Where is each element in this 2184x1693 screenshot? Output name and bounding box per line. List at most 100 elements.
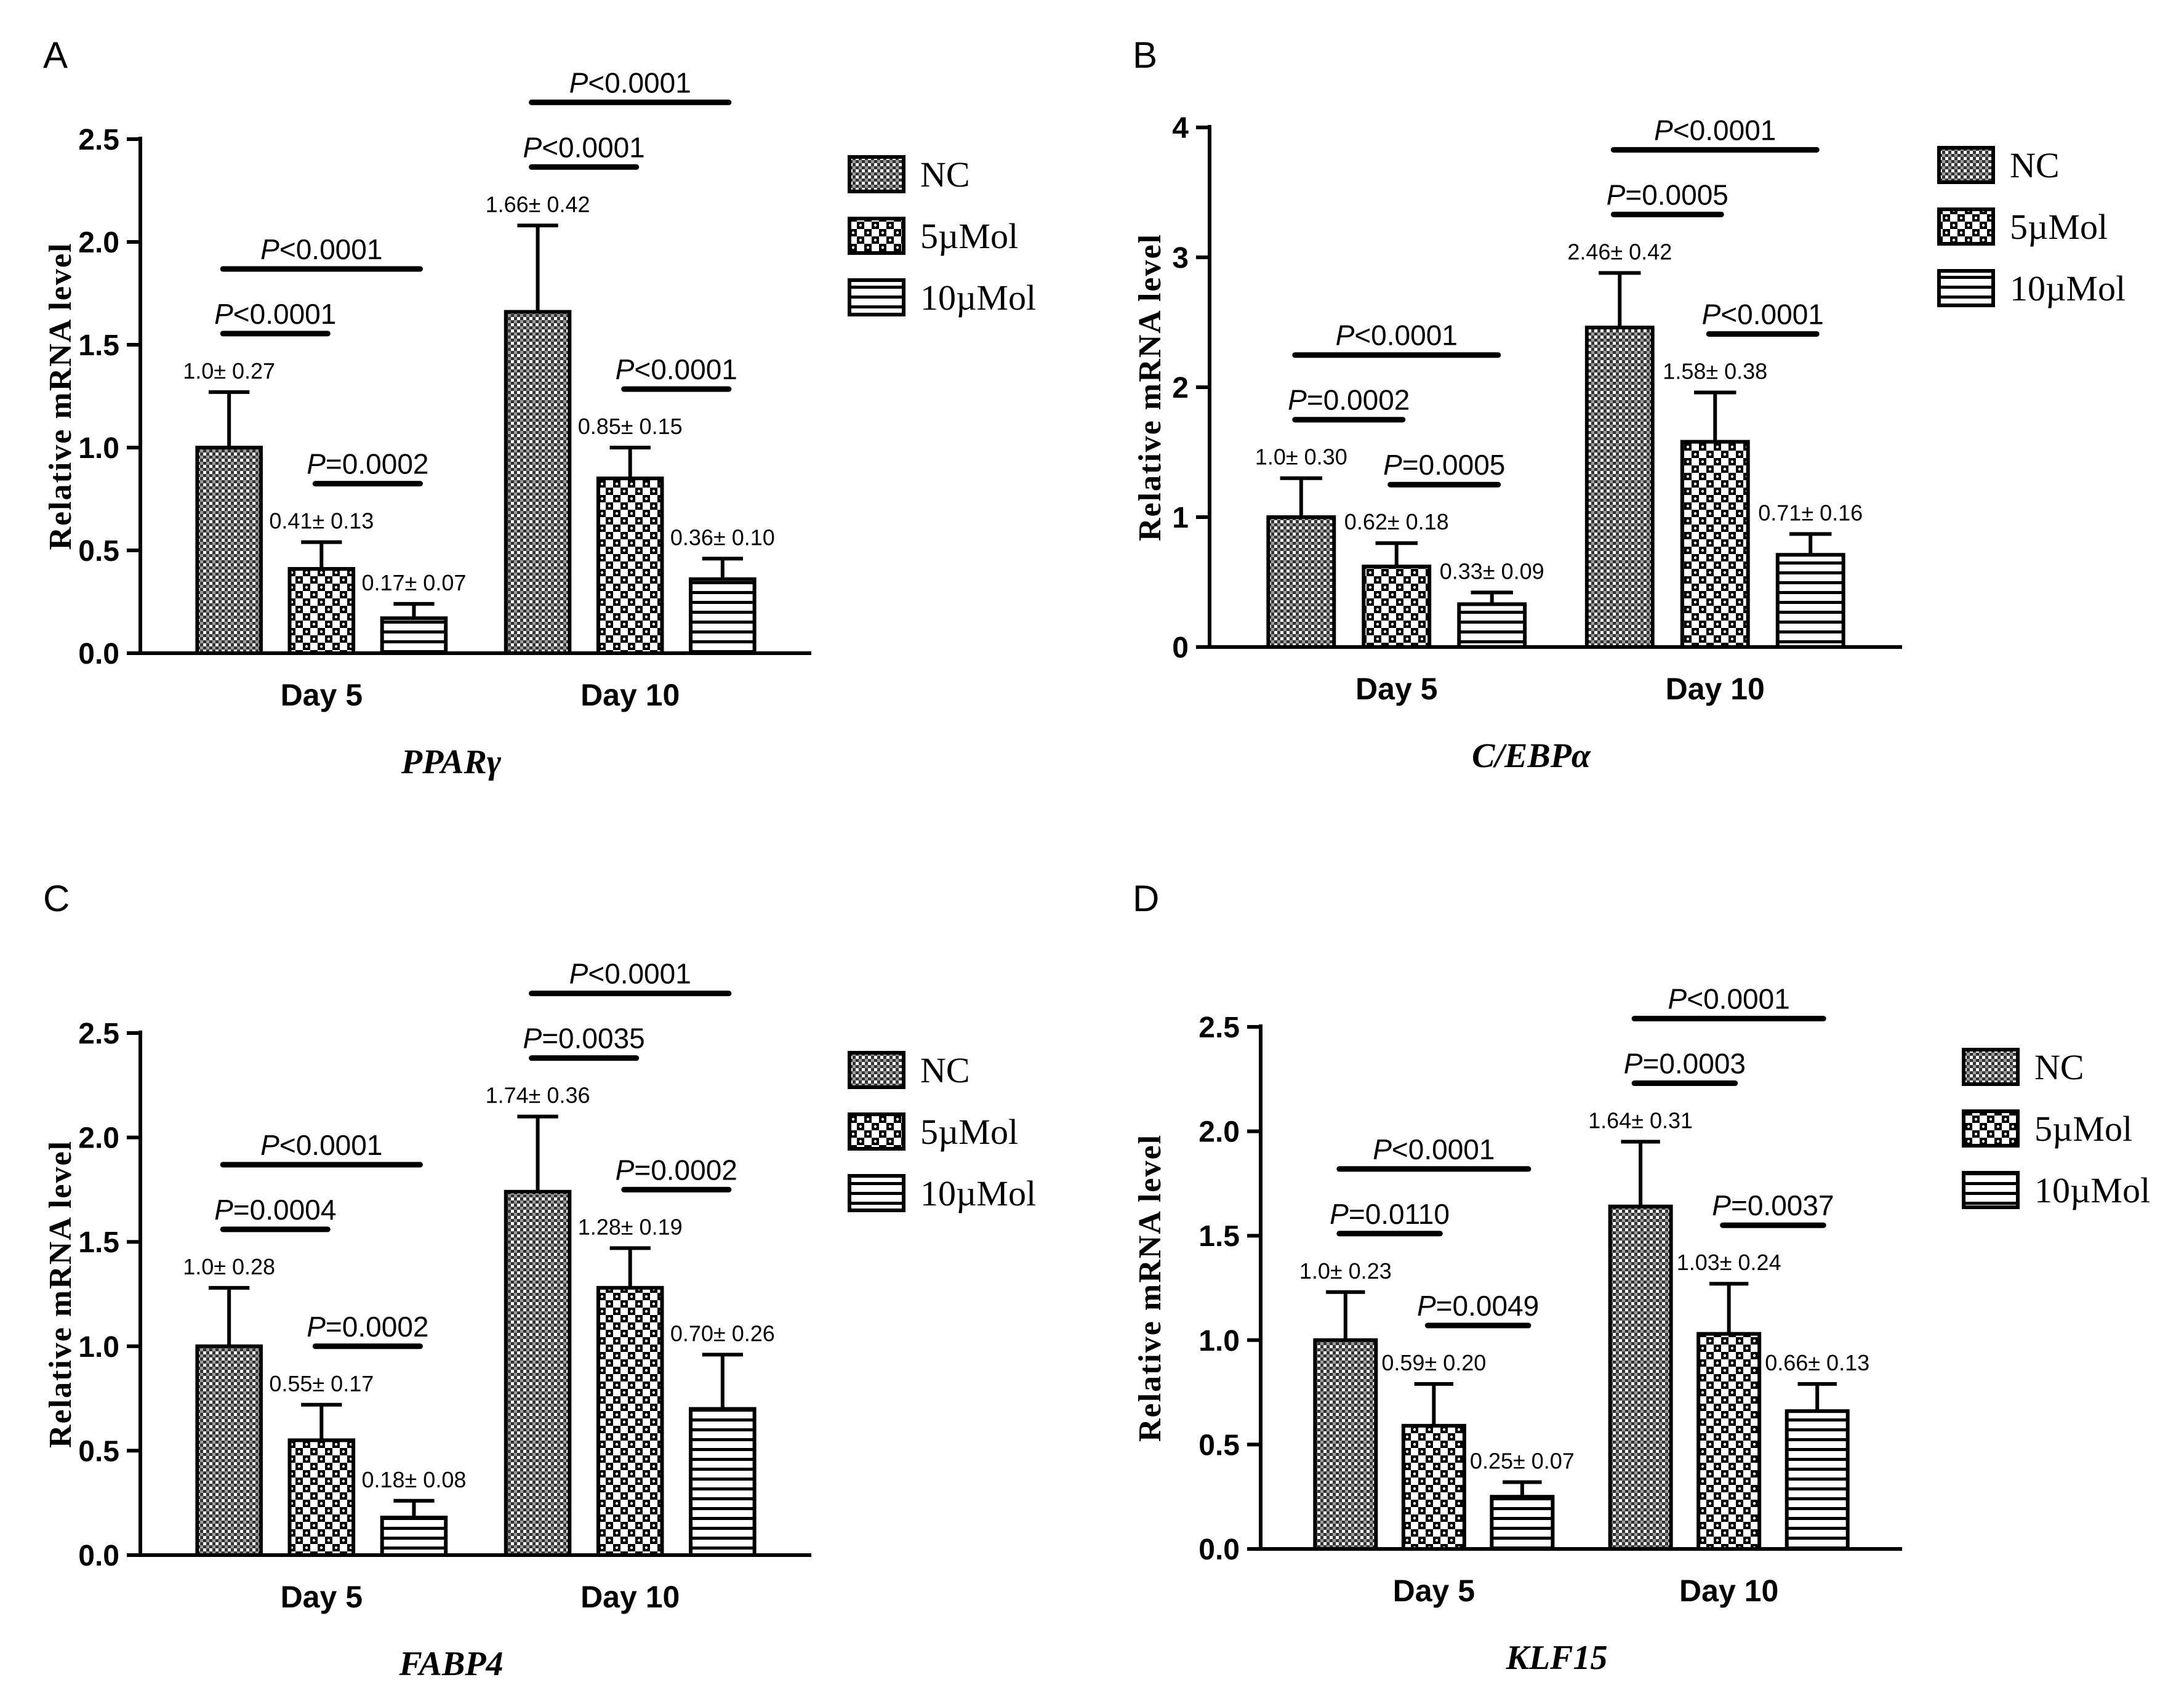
panel-B: B 0 1 2 3 4 Relative mRNA level 1.0± 0.30 0.62± …: [1133, 34, 2126, 775]
bar-day-5-series-1: [1401, 1423, 1466, 1551]
significance-label: P<0.0001: [616, 353, 737, 385]
y-axis-title: Relative mRNA level: [1133, 1134, 1168, 1442]
bar-day-10-series-1: [596, 1285, 664, 1557]
gene-title: KLF15: [1506, 1639, 1608, 1677]
legend-swatch-0: [1962, 1048, 2020, 1086]
value-label: 0.55± 0.17: [269, 1371, 374, 1396]
significance-label: P<0.0001: [1654, 114, 1776, 146]
y-tick-label: 1: [1172, 502, 1189, 534]
y-tick-label: 2: [1172, 372, 1189, 404]
x-category-label: Day 10: [580, 1580, 680, 1614]
significance-label: P<0.0001: [569, 958, 691, 990]
legend-label: 5µMol: [2034, 1109, 2132, 1149]
y-tick-label: 1.0: [78, 432, 119, 465]
significance-label: P<0.0001: [214, 298, 336, 330]
value-label: 0.71± 0.16: [1758, 500, 1863, 525]
significance-label: P<0.0001: [1336, 320, 1458, 352]
significance-label: P=0.0002: [616, 1154, 737, 1186]
value-label: 0.62± 0.18: [1344, 509, 1449, 534]
panel-D: D 0.0 0.5 1.0 1.5 2.0 2.5 Relative mRNA level 1.…: [1133, 878, 2150, 1677]
significance-label: P=0.0037: [1712, 1189, 1834, 1221]
y-tick-label: 0.0: [78, 638, 119, 670]
value-label: 0.17± 0.07: [361, 570, 466, 595]
y-tick-label: 1.0: [78, 1331, 119, 1364]
legend-swatch-1: [1962, 1109, 2020, 1148]
value-label: 1.64± 0.31: [1588, 1108, 1693, 1133]
bar-day-5-series-1: [1362, 565, 1432, 649]
bar-day-10-series-0: [504, 310, 572, 655]
y-tick-label: 2.0: [78, 1122, 119, 1155]
bar-day-10-series-1: [596, 477, 664, 655]
y-tick-label: 0.0: [1198, 1534, 1240, 1566]
legend-label: 5µMol: [2010, 207, 2108, 247]
value-label: 0.66± 0.13: [1765, 1350, 1869, 1375]
x-category-label: Day 10: [580, 678, 680, 712]
legend-label: 5µMol: [920, 1112, 1018, 1152]
value-label: 1.28± 0.19: [578, 1214, 683, 1239]
y-tick-label: 1.5: [78, 1226, 119, 1259]
bar-day-5-series-1: [287, 567, 356, 655]
legend-swatch-1: [1937, 207, 1995, 246]
bar-day-5-series-2: [380, 1515, 448, 1558]
value-label: 0.33± 0.09: [1440, 558, 1544, 584]
bar-day-10-series-1: [1696, 1332, 1762, 1551]
y-tick-label: 2.5: [1198, 1011, 1240, 1044]
value-label: 1.66± 0.42: [486, 191, 590, 217]
y-tick-label: 4: [1172, 112, 1189, 145]
significance-label: P=0.0049: [1417, 1290, 1539, 1322]
significance-label: P<0.0001: [523, 131, 645, 163]
significance-label: P=0.0035: [523, 1023, 645, 1055]
bar-day-5-series-2: [1490, 1495, 1555, 1551]
bar-day-10-series-2: [1775, 553, 1845, 649]
value-label: 0.18± 0.08: [361, 1467, 466, 1492]
bar-day-10-series-2: [689, 577, 757, 656]
y-tick-label: 0.5: [78, 535, 119, 568]
panel-A: A 0.0 0.5 1.0 1.5 2.0 2.5 Relative mRNA level 1.…: [43, 34, 1036, 781]
bar-day-5-series-2: [380, 616, 448, 655]
bar-day-10-series-0: [504, 1189, 572, 1557]
bar-day-5-series-1: [287, 1438, 356, 1557]
bar-day-10-series-0: [1584, 325, 1655, 649]
x-category-label: Day 5: [281, 678, 363, 712]
value-label: 1.0± 0.27: [183, 358, 275, 384]
x-category-label: Day 5: [1355, 672, 1437, 706]
legend-label: 10µMol: [2034, 1170, 2150, 1210]
legend-swatch-0: [848, 1051, 905, 1089]
y-tick-label: 2.0: [78, 227, 119, 259]
value-label: 2.46± 0.42: [1567, 239, 1672, 264]
bar-day-10-series-2: [1785, 1409, 1850, 1551]
y-tick-label: 1.0: [1198, 1325, 1240, 1357]
gene-title: PPARγ: [401, 743, 502, 781]
value-label: 1.58± 0.38: [1663, 358, 1767, 384]
legend-swatch-1: [848, 217, 905, 255]
bar-day-10-series-1: [1680, 440, 1750, 649]
y-tick-label: 2.0: [1198, 1116, 1240, 1149]
y-tick-label: 1.5: [78, 329, 119, 362]
significance-label: P<0.0001: [260, 1129, 382, 1161]
y-tick-label: 3: [1172, 242, 1189, 275]
legend-label: NC: [2034, 1047, 2084, 1087]
legend-label: 5µMol: [920, 216, 1018, 256]
legend-swatch-2: [848, 1174, 905, 1212]
legend-label: 10µMol: [920, 1173, 1036, 1213]
legend-label: NC: [920, 1050, 970, 1090]
legend-label: NC: [920, 155, 970, 195]
panel-letter: C: [43, 878, 70, 919]
legend-swatch-0: [1937, 146, 1995, 184]
y-tick-label: 0: [1172, 632, 1189, 664]
value-label: 0.70± 0.26: [670, 1321, 775, 1346]
significance-label: P<0.0001: [1373, 1133, 1495, 1165]
y-tick-label: 2.5: [78, 1018, 119, 1050]
bar-day-10-series-2: [689, 1407, 757, 1558]
y-tick-label: 1.5: [1198, 1220, 1240, 1253]
legend-swatch-1: [848, 1112, 905, 1151]
legend-label: NC: [2010, 145, 2060, 185]
x-category-label: Day 10: [1679, 1574, 1778, 1608]
gene-title: FABP4: [398, 1645, 503, 1683]
y-axis-title: Relative mRNA level: [43, 1140, 78, 1448]
value-label: 0.41± 0.13: [269, 509, 374, 534]
bar-day-10-series-0: [1608, 1204, 1673, 1551]
significance-label: P=0.0003: [1624, 1048, 1746, 1080]
